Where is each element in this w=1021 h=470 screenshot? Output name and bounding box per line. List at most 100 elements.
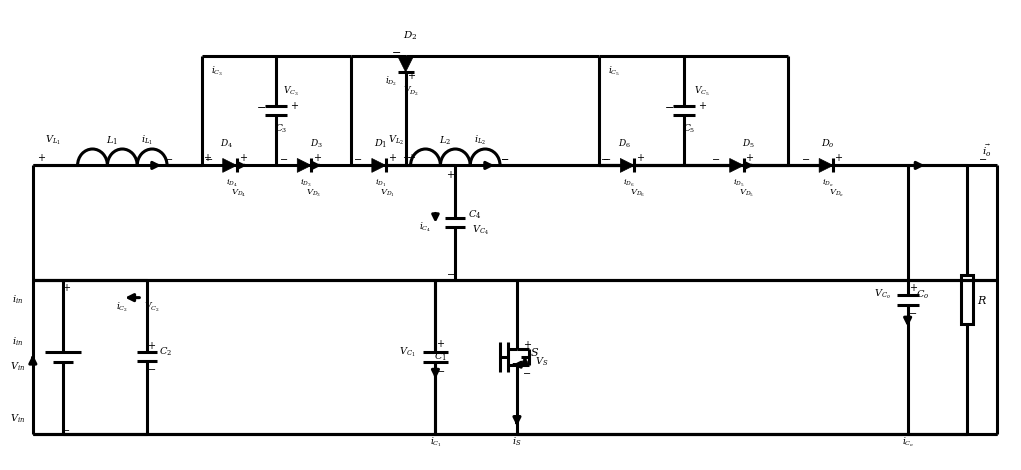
Text: $i_{D_1}$: $i_{D_1}$ (375, 178, 387, 189)
Text: $-$: $-$ (978, 154, 986, 164)
Text: $-$: $-$ (601, 154, 611, 164)
Text: $-$: $-$ (353, 154, 362, 164)
Text: $V_{C_5}$: $V_{C_5}$ (694, 84, 710, 98)
Polygon shape (521, 357, 529, 365)
Text: +: + (203, 154, 210, 164)
Text: $V_{C_o}$: $V_{C_o}$ (874, 288, 891, 301)
Text: $i_{D_5}$: $i_{D_5}$ (733, 178, 744, 189)
Text: $V_{L_1}$: $V_{L_1}$ (45, 134, 60, 147)
Text: $-$: $-$ (800, 154, 810, 164)
Text: $i_{D_3}$: $i_{D_3}$ (300, 178, 312, 189)
Text: $i_{C_o}$: $i_{C_o}$ (902, 435, 914, 448)
Text: $V_{in}$: $V_{in}$ (10, 360, 26, 373)
Text: $D_6$: $D_6$ (618, 137, 631, 150)
Text: $-$: $-$ (61, 424, 70, 434)
Text: $i_S$: $i_S$ (513, 436, 522, 448)
Text: $C_5$: $C_5$ (683, 122, 695, 135)
Text: +: + (698, 101, 706, 111)
Text: +: + (406, 71, 415, 81)
Text: $V_{D_2}$: $V_{D_2}$ (402, 84, 419, 98)
Text: $C_3$: $C_3$ (275, 122, 288, 135)
Text: $C_o$: $C_o$ (916, 289, 929, 301)
Bar (962, 275, 973, 324)
Text: $V_{C_3}$: $V_{C_3}$ (284, 84, 299, 98)
Text: $L_2$: $L_2$ (439, 134, 451, 147)
Text: +: + (290, 101, 298, 111)
Text: +: + (406, 154, 415, 164)
Polygon shape (621, 158, 634, 172)
Text: $R$: $R$ (977, 294, 987, 306)
Text: $C_1$: $C_1$ (434, 351, 447, 363)
Text: $D_1$: $D_1$ (374, 137, 388, 150)
Text: $D_o$: $D_o$ (821, 137, 835, 150)
Text: $i_{C_4}$: $i_{C_4}$ (420, 221, 432, 235)
Text: $i_{in}$: $i_{in}$ (12, 336, 23, 348)
Text: +: + (37, 154, 45, 164)
Text: $i_{in}$: $i_{in}$ (12, 293, 23, 306)
Text: $-$: $-$ (908, 306, 917, 316)
Text: $-$: $-$ (712, 154, 721, 164)
Polygon shape (223, 158, 237, 172)
Text: +: + (147, 341, 155, 351)
Text: +: + (388, 154, 396, 164)
Text: +: + (744, 154, 752, 164)
Text: +: + (239, 154, 247, 164)
Text: $L_1$: $L_1$ (106, 134, 118, 147)
Text: $V_{D_5}$: $V_{D_5}$ (739, 188, 755, 199)
Text: $D_5$: $D_5$ (742, 137, 756, 150)
Text: $V_{in}$: $V_{in}$ (10, 413, 26, 425)
Text: $i_{C_2}$: $i_{C_2}$ (116, 301, 129, 314)
Text: $-$: $-$ (164, 154, 174, 164)
Text: +: + (523, 340, 531, 350)
Text: $V_{D_3}$: $V_{D_3}$ (305, 188, 321, 199)
Text: $i_{C_3}$: $i_{C_3}$ (210, 64, 223, 78)
Text: $S$: $S$ (530, 346, 539, 358)
Text: $V_{D_1}$: $V_{D_1}$ (380, 188, 395, 199)
Text: $V_{C_4}$: $V_{C_4}$ (472, 224, 489, 237)
Text: +: + (834, 154, 842, 164)
Text: $i_{D_2}$: $i_{D_2}$ (385, 74, 397, 88)
Text: $i_{L_2}$: $i_{L_2}$ (474, 134, 486, 147)
Text: $i_{D_o}$: $i_{D_o}$ (822, 178, 834, 189)
Polygon shape (372, 158, 386, 172)
Text: $V_{D_4}$: $V_{D_4}$ (231, 188, 246, 199)
Polygon shape (297, 158, 311, 172)
Text: $-$: $-$ (279, 154, 288, 164)
Text: $i_{D_4}$: $i_{D_4}$ (226, 178, 238, 189)
Text: $i_{D_6}$: $i_{D_6}$ (624, 178, 635, 189)
Text: $-$: $-$ (256, 101, 266, 111)
Text: $V_{C_2}$: $V_{C_2}$ (144, 301, 160, 314)
Text: $-$: $-$ (204, 154, 213, 164)
Text: $-$: $-$ (500, 154, 509, 164)
Text: $V_{C_1}$: $V_{C_1}$ (399, 345, 416, 359)
Text: $-$: $-$ (446, 268, 455, 278)
Polygon shape (730, 158, 743, 172)
Text: $D_3$: $D_3$ (309, 137, 323, 150)
Text: +: + (446, 170, 454, 180)
Text: $-$: $-$ (500, 154, 509, 164)
Text: $\vec{i_o}$: $\vec{i_o}$ (982, 142, 992, 158)
Text: $V_{L_2}$: $V_{L_2}$ (388, 134, 403, 147)
Text: $-$: $-$ (523, 367, 532, 376)
Text: $i_{C_1}$: $i_{C_1}$ (430, 435, 441, 448)
Text: $C_2$: $C_2$ (158, 345, 172, 358)
Text: $V_{D_o}$: $V_{D_o}$ (828, 188, 843, 199)
Polygon shape (397, 56, 414, 72)
Text: $-$: $-$ (436, 365, 445, 375)
Text: $-$: $-$ (391, 46, 401, 56)
Polygon shape (819, 158, 833, 172)
Text: $-$: $-$ (600, 154, 609, 164)
Text: +: + (436, 339, 444, 349)
Text: +: + (61, 282, 69, 293)
Text: $V_{D_6}$: $V_{D_6}$ (630, 188, 645, 199)
Text: $-$: $-$ (147, 363, 155, 373)
Text: $i_{L_1}$: $i_{L_1}$ (141, 134, 153, 147)
Text: +: + (401, 154, 409, 164)
Text: $V_S$: $V_S$ (535, 355, 548, 368)
Text: $i_{C_5}$: $i_{C_5}$ (609, 64, 621, 78)
Text: +: + (636, 154, 644, 164)
Text: +: + (313, 154, 322, 164)
Text: $C_4$: $C_4$ (469, 208, 482, 221)
Text: +: + (909, 282, 917, 293)
Text: $D_2$: $D_2$ (403, 30, 418, 42)
